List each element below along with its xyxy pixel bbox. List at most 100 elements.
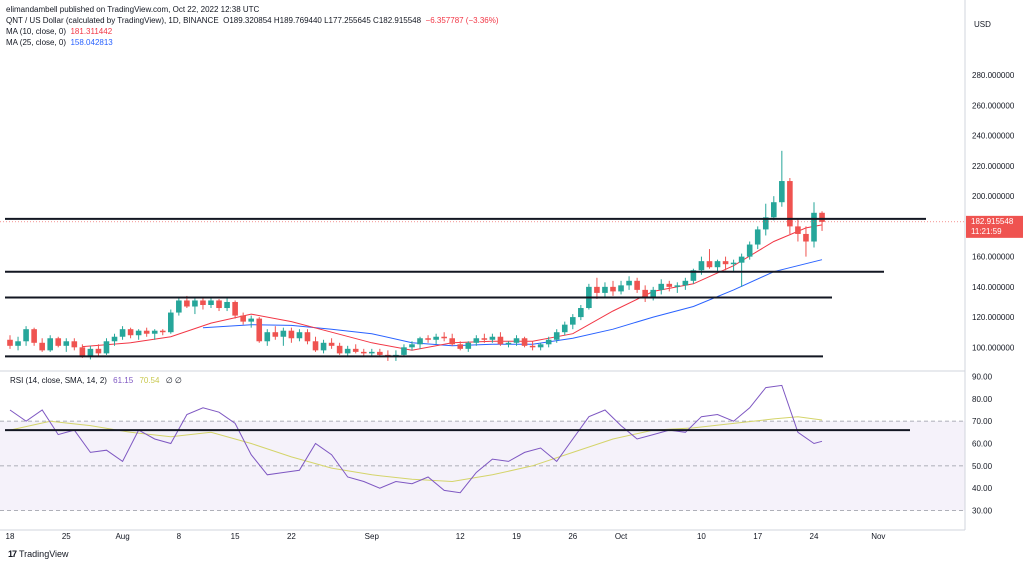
candle-body	[135, 330, 142, 336]
time-tick-label: 24	[810, 532, 819, 541]
candle-up	[658, 279, 665, 295]
price-change: −6.357787 (−3.36%)	[425, 16, 499, 25]
candle-body	[473, 338, 480, 343]
candle-up	[570, 314, 576, 330]
time-tick-label: Nov	[871, 532, 885, 541]
candle-down	[328, 338, 335, 349]
candle-body	[288, 330, 295, 339]
candle-up	[63, 338, 70, 352]
candle-body	[296, 332, 303, 339]
candle-down	[232, 300, 238, 319]
candle-body	[706, 261, 713, 268]
candle-body	[682, 280, 689, 286]
price-pane[interactable]	[0, 150, 965, 361]
candle-down	[425, 335, 431, 343]
candle-body	[176, 300, 182, 313]
candle-body	[79, 347, 86, 357]
candle-body	[328, 342, 335, 346]
candle-down	[441, 332, 447, 342]
rsi-pane[interactable]	[0, 384, 965, 511]
ma25-legend[interactable]: MA (25, close, 0) 158.042813	[6, 37, 499, 48]
candle-down	[594, 277, 600, 299]
candle-up	[111, 333, 118, 346]
candle-body	[304, 332, 311, 342]
tradingview-footer[interactable]: 17 TradingView	[8, 549, 69, 559]
candle-body	[352, 348, 359, 352]
price-tick-label: 120.000000	[972, 313, 1015, 322]
tradingview-brand: TradingView	[19, 549, 69, 559]
ma25-label: MA (25, close, 0)	[6, 38, 67, 47]
candle-up	[264, 329, 271, 346]
candle-down	[71, 338, 78, 351]
price-tick-label: 280.000000	[972, 71, 1015, 80]
candle-body	[714, 261, 721, 268]
last-price-label: 182.915548	[971, 217, 1014, 226]
price-tick-label: 200.000000	[972, 192, 1015, 201]
candle-down	[159, 329, 166, 336]
candle-up	[224, 297, 230, 312]
candle-down	[497, 332, 504, 346]
candle-up	[730, 259, 737, 272]
candle-down	[272, 326, 279, 340]
candle-body	[409, 344, 415, 348]
candle-down	[795, 218, 801, 242]
candle-body	[192, 300, 198, 307]
candle-down	[481, 333, 488, 343]
candle-body	[433, 336, 439, 340]
rsi-line	[9, 384, 823, 494]
candle-body	[642, 289, 648, 298]
candle-body	[95, 348, 102, 354]
ma10-label: MA (10, close, 0)	[6, 27, 67, 36]
candle-body	[537, 344, 544, 348]
ma25-value: 158.042813	[70, 38, 113, 47]
price-tick-label: 220.000000	[972, 162, 1015, 171]
candle-up	[344, 345, 351, 357]
candle-up	[208, 297, 214, 309]
candle-body	[47, 338, 53, 351]
candle-up	[513, 335, 520, 346]
candle-down	[787, 178, 793, 234]
candle-body	[666, 283, 673, 287]
candle-up	[433, 333, 439, 345]
candle-body	[811, 212, 817, 242]
candle-body	[634, 280, 640, 290]
candle-down	[336, 342, 343, 355]
candle-body	[730, 262, 737, 265]
candle-body	[127, 329, 134, 336]
time-tick-label: 22	[287, 532, 296, 541]
candle-body	[610, 286, 616, 292]
candle-body	[650, 289, 656, 298]
rsi-value: 61.15	[113, 376, 134, 385]
candle-up	[537, 342, 544, 351]
candle-body	[256, 318, 263, 342]
candle-body	[111, 336, 118, 342]
candle-down	[7, 335, 13, 349]
candle-body	[39, 342, 45, 351]
candle-body	[425, 338, 431, 340]
candle-body	[360, 351, 367, 354]
rsi-label: RSI (14, close, SMA, 14, 2)	[10, 376, 107, 385]
candle-up	[151, 329, 158, 340]
symbol-name: QNT / US Dollar (calculated by TradingVi…	[6, 16, 219, 25]
candle-body	[143, 330, 150, 334]
rsi-tick-label: 50.00	[972, 462, 993, 471]
candle-body	[151, 330, 158, 334]
candle-body	[401, 347, 407, 355]
candle-down	[95, 344, 102, 357]
candle-down	[39, 338, 45, 352]
candle-body	[513, 338, 520, 343]
price-tick-label: 260.000000	[972, 101, 1015, 110]
price-tick-label: 140.000000	[972, 283, 1015, 292]
rsi-legend[interactable]: RSI (14, close, SMA, 14, 2) 61.15 70.54 …	[10, 376, 182, 385]
time-tick-label: Aug	[115, 532, 129, 541]
candle-body	[762, 217, 769, 230]
ma10-legend[interactable]: MA (10, close, 0) 181.311442	[6, 26, 499, 37]
candle-body	[738, 256, 745, 263]
candle-body	[71, 341, 78, 348]
candle-down	[610, 280, 616, 296]
candle-body	[7, 339, 13, 346]
candle-up	[754, 226, 761, 250]
candle-up	[135, 329, 142, 340]
candle-down	[312, 336, 319, 352]
